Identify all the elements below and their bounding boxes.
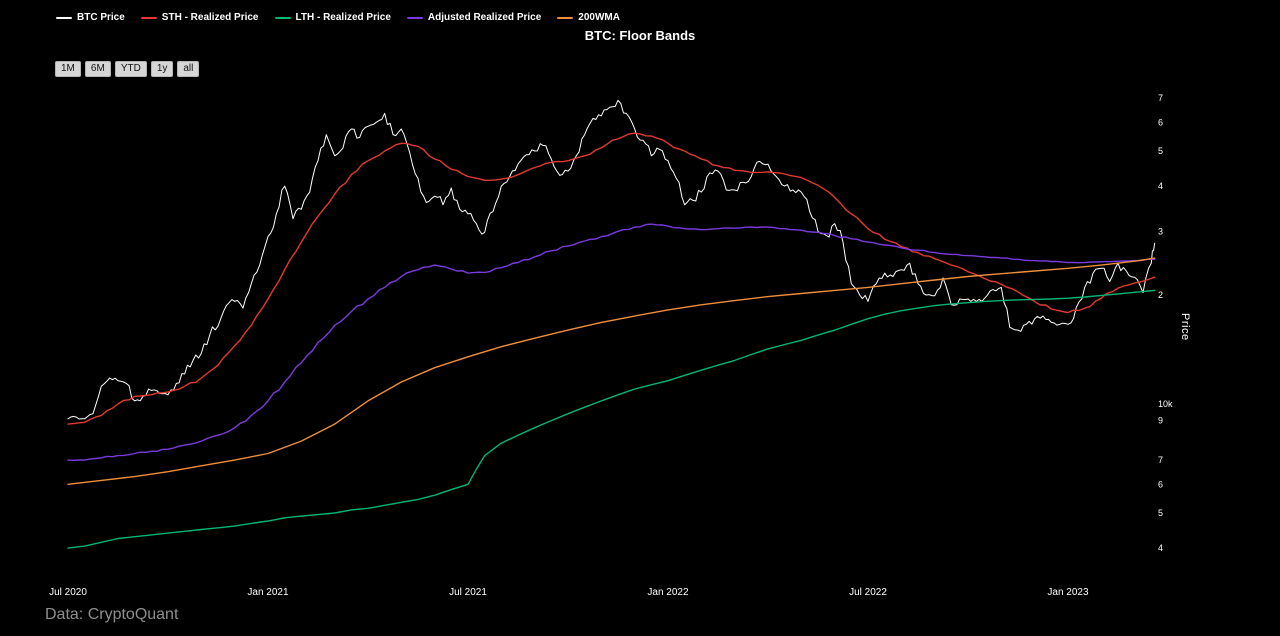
series-line-200wma [67, 257, 1156, 485]
legend-swatch-icon [274, 16, 291, 19]
y-tick-label: 5 [1158, 508, 1163, 518]
x-tick-label: Jan 2021 [247, 587, 289, 598]
legend-label: LTH - Realized Price [295, 12, 391, 23]
legend-label: Adjusted Realized Price [427, 12, 542, 23]
y-tick-label: 4 [1158, 181, 1163, 191]
legend-label: BTC Price [77, 12, 125, 23]
range-button-1y[interactable]: 1y [150, 61, 174, 77]
series-line-adjusted-realized-price [67, 223, 1156, 461]
legend-item-sth-realized-price[interactable]: STH - Realized Price [140, 12, 259, 23]
range-button-6m[interactable]: 6M [84, 61, 111, 77]
y-tick-label: 6 [1158, 479, 1163, 489]
y-tick-label: 5 [1158, 146, 1163, 156]
y-tick-label: 7 [1158, 93, 1163, 103]
data-source-credit: Data: CryptoQuant [45, 606, 179, 623]
y-tick-label: 6 [1158, 117, 1163, 127]
series-line-sth-realized-price [67, 132, 1156, 425]
chart-title: BTC: Floor Bands [584, 28, 696, 43]
series-line-lth-realized-price [67, 289, 1156, 549]
x-tick-label: Jul 2021 [449, 587, 487, 598]
x-tick-label: Jul 2022 [849, 587, 887, 598]
x-tick-label: Jan 2022 [647, 587, 689, 598]
y-tick-label: 2 [1158, 290, 1163, 300]
x-tick-label: Jul 2020 [49, 587, 87, 598]
range-selector: 1M 6M YTD 1y all [55, 61, 200, 77]
chart-legend: BTC Price STH - Realized Price LTH - Reali… [56, 12, 620, 23]
legend-item-btc-price[interactable]: BTC Price [56, 12, 125, 23]
x-tick-label: Jan 2023 [1047, 587, 1089, 598]
y-tick-label: 7 [1158, 455, 1163, 465]
legend-item-lth-realized-price[interactable]: LTH - Realized Price [274, 12, 391, 23]
y-tick-label: 3 [1158, 226, 1163, 236]
y-axis-title: Price [1179, 313, 1191, 341]
legend-swatch-icon [557, 16, 574, 19]
series-line-btc-price [67, 99, 1156, 420]
y-tick-label: 4 [1158, 543, 1163, 553]
legend-item-200wma[interactable]: 200WMA [557, 12, 620, 23]
range-button-all[interactable]: all [177, 61, 200, 77]
legend-swatch-icon [56, 16, 72, 19]
y-tick-label: 10k [1158, 399, 1173, 409]
legend-label: 200WMA [578, 12, 620, 23]
legend-item-adjusted-realized-price[interactable]: Adjusted Realized Price [406, 12, 542, 23]
legend-swatch-icon [140, 16, 157, 19]
range-button-1m[interactable]: 1M [55, 61, 81, 77]
legend-label: STH - Realized Price [161, 12, 259, 23]
range-button-ytd[interactable]: YTD [114, 61, 147, 77]
legend-swatch-icon [406, 16, 423, 19]
y-tick-label: 9 [1158, 416, 1163, 426]
